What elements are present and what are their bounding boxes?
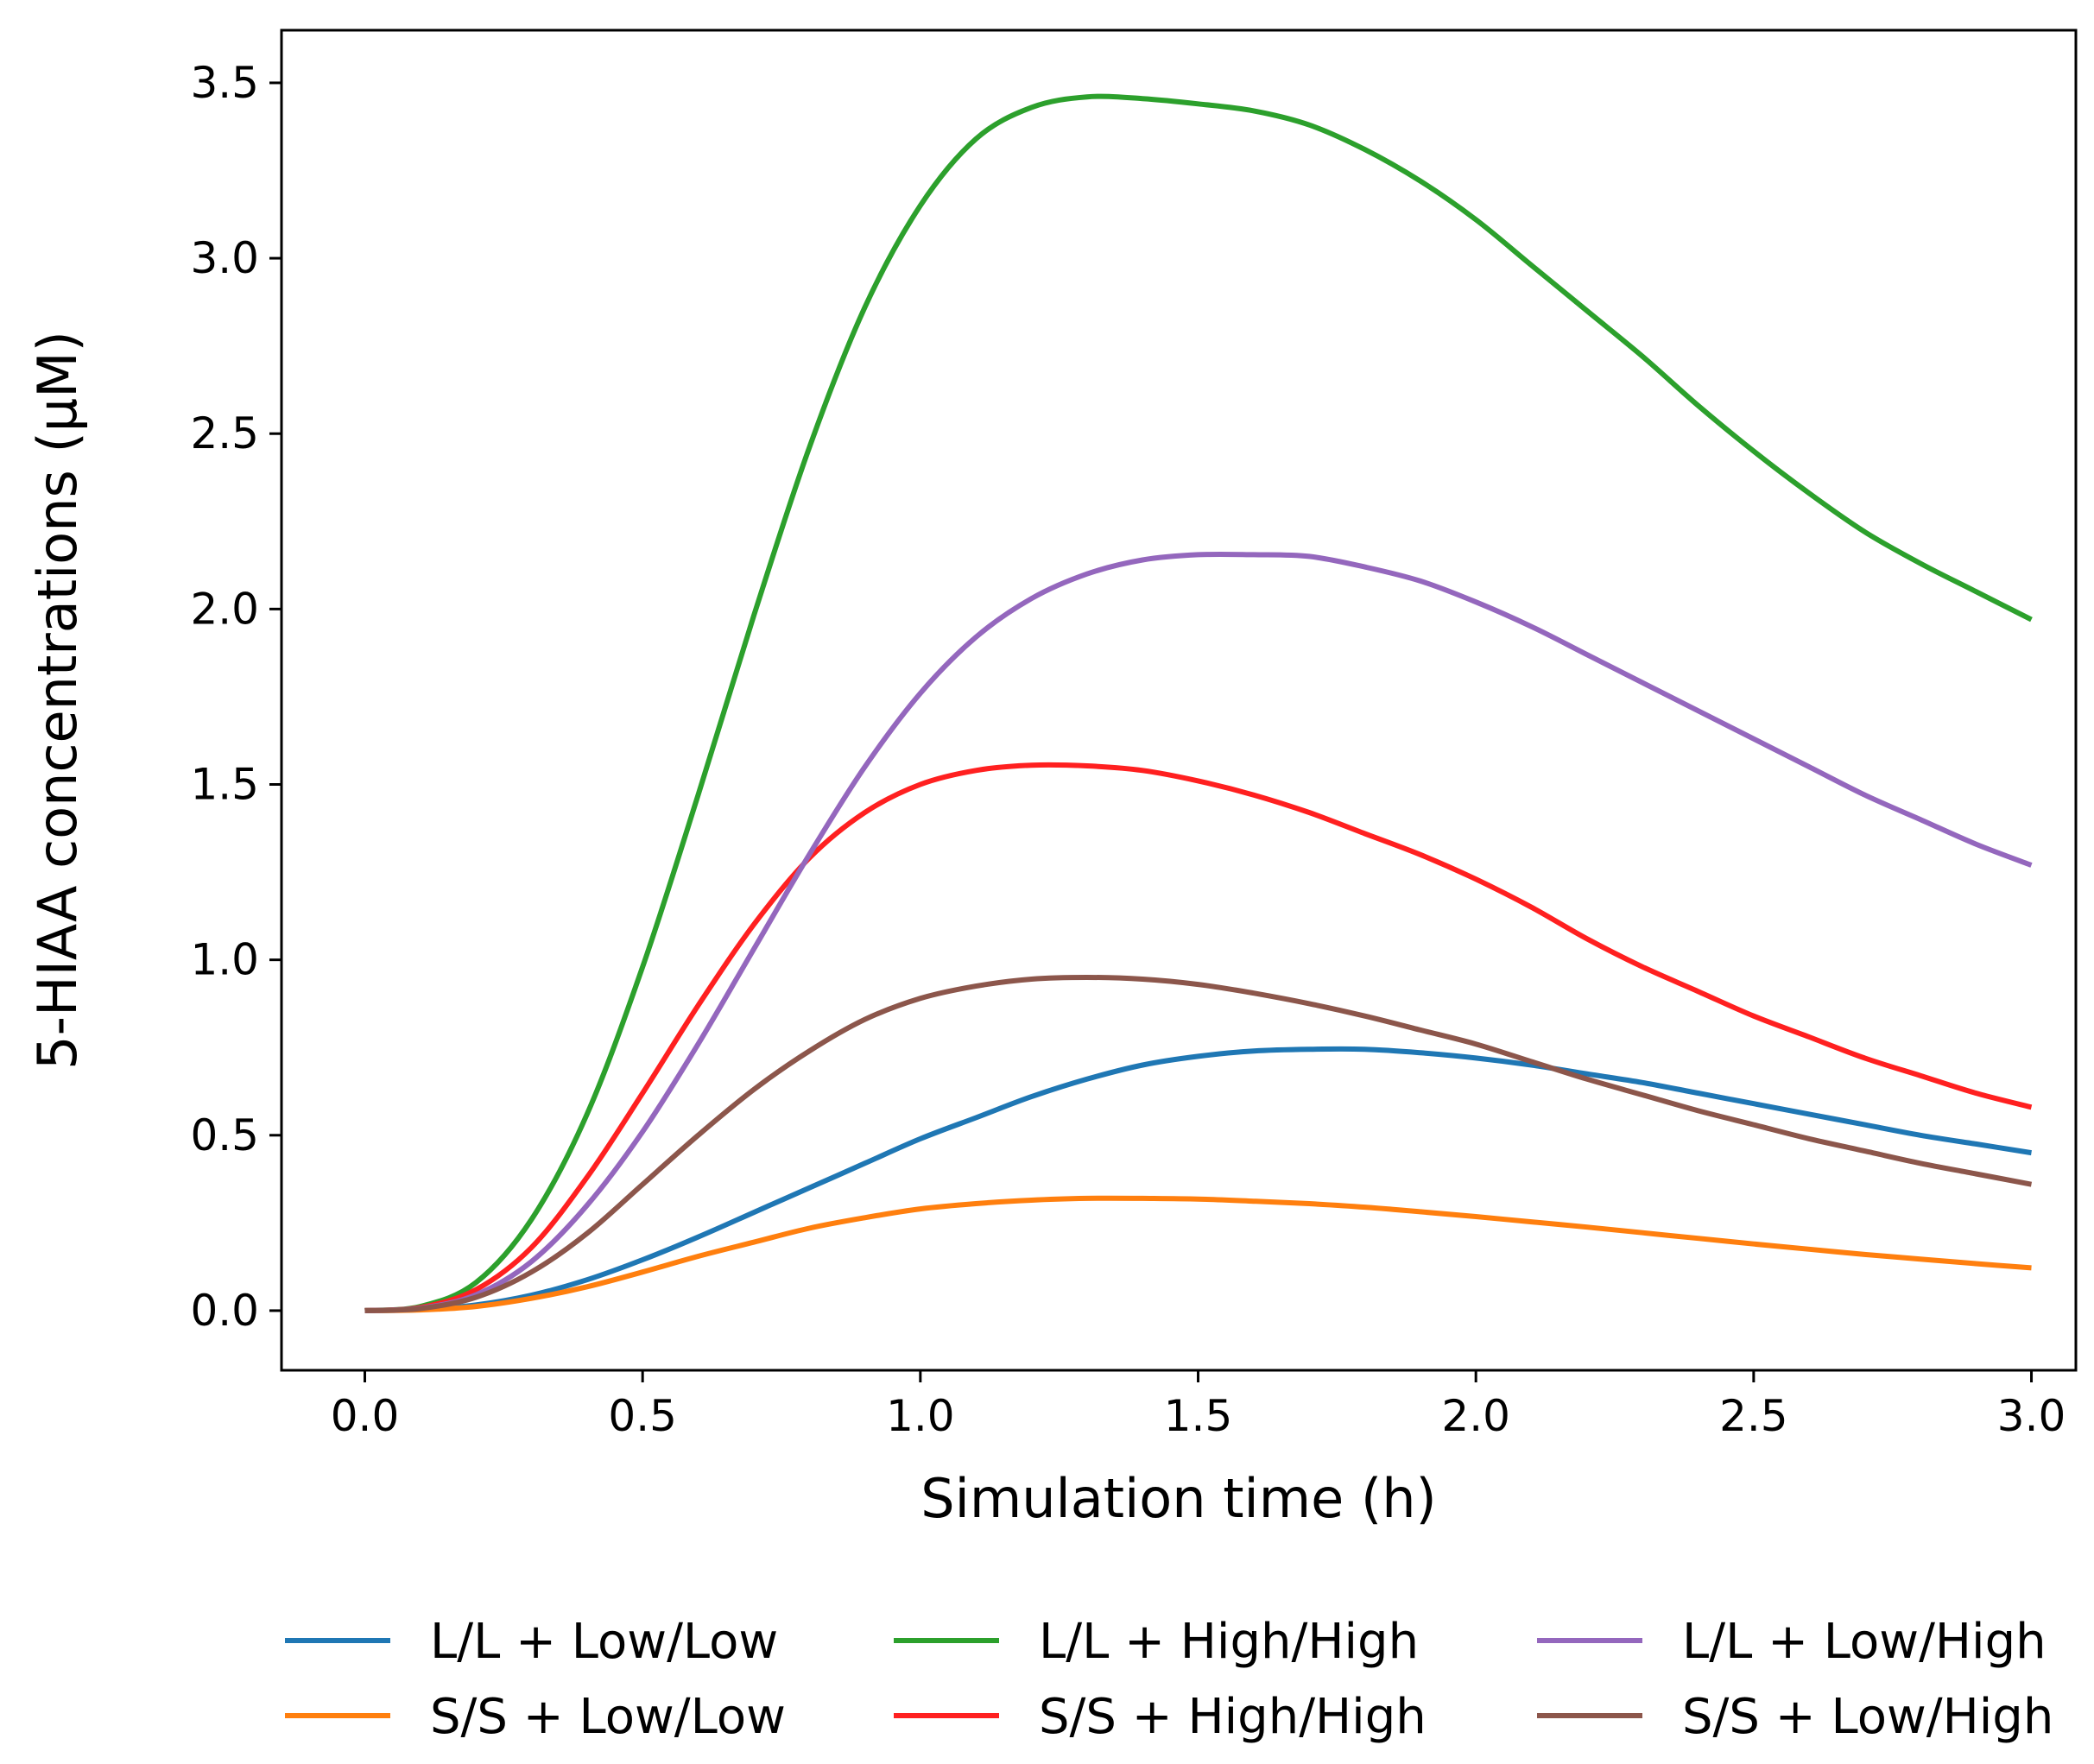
x-tick-label: 0.5	[608, 1391, 677, 1441]
series-line-3	[364, 93, 2033, 1313]
y-tick-label: 3.0	[190, 233, 259, 283]
legend-label: L/L + Low/High	[1682, 1614, 2047, 1670]
y-tick-label: 2.0	[190, 584, 259, 634]
y-tick-label: 0.5	[190, 1110, 259, 1160]
x-tick-label: 3.0	[1997, 1391, 2066, 1441]
y-axis-label: 5-HIAA concentrations (μM)	[26, 331, 89, 1070]
legend-label: S/S + Low/High	[1682, 1689, 2053, 1745]
y-tick-label: 1.0	[190, 935, 259, 985]
legend: L/L + Low/Low S/S + Low/Low L/L + High/Hig…	[285, 1614, 2053, 1745]
series-line-1	[364, 1046, 2032, 1313]
y-tick-label: 1.5	[190, 760, 259, 810]
series-line-6	[364, 975, 2033, 1313]
series-lines	[364, 93, 2033, 1313]
y-tick-label: 3.5	[190, 58, 259, 108]
y-axis-ticks: 0.0 0.5 1.0 1.5 2.0 2.5 3.0 3.5	[190, 58, 282, 1336]
legend-label: L/L + Low/Low	[430, 1614, 778, 1670]
series-line-2	[364, 1195, 2032, 1313]
y-tick-label: 2.5	[190, 408, 259, 458]
x-tick-label: 0.0	[331, 1391, 400, 1441]
legend-label: S/S + High/High	[1039, 1689, 1427, 1745]
series-line-4	[364, 762, 2033, 1313]
x-axis-label: Simulation time (h)	[920, 1467, 1436, 1530]
x-tick-label: 2.5	[1719, 1391, 1788, 1441]
x-tick-label: 1.0	[886, 1391, 955, 1441]
y-tick-label: 0.0	[190, 1286, 259, 1336]
legend-label: S/S + Low/Low	[430, 1689, 786, 1745]
x-tick-label: 1.5	[1164, 1391, 1233, 1441]
legend-label: L/L + High/High	[1039, 1614, 1419, 1670]
series-line-5	[364, 551, 2033, 1313]
plot-area	[280, 28, 2078, 1372]
x-tick-label: 2.0	[1441, 1391, 1510, 1441]
x-axis-ticks: 0.0 0.5 1.0 1.5 2.0 2.5 3.0	[331, 1370, 2066, 1441]
